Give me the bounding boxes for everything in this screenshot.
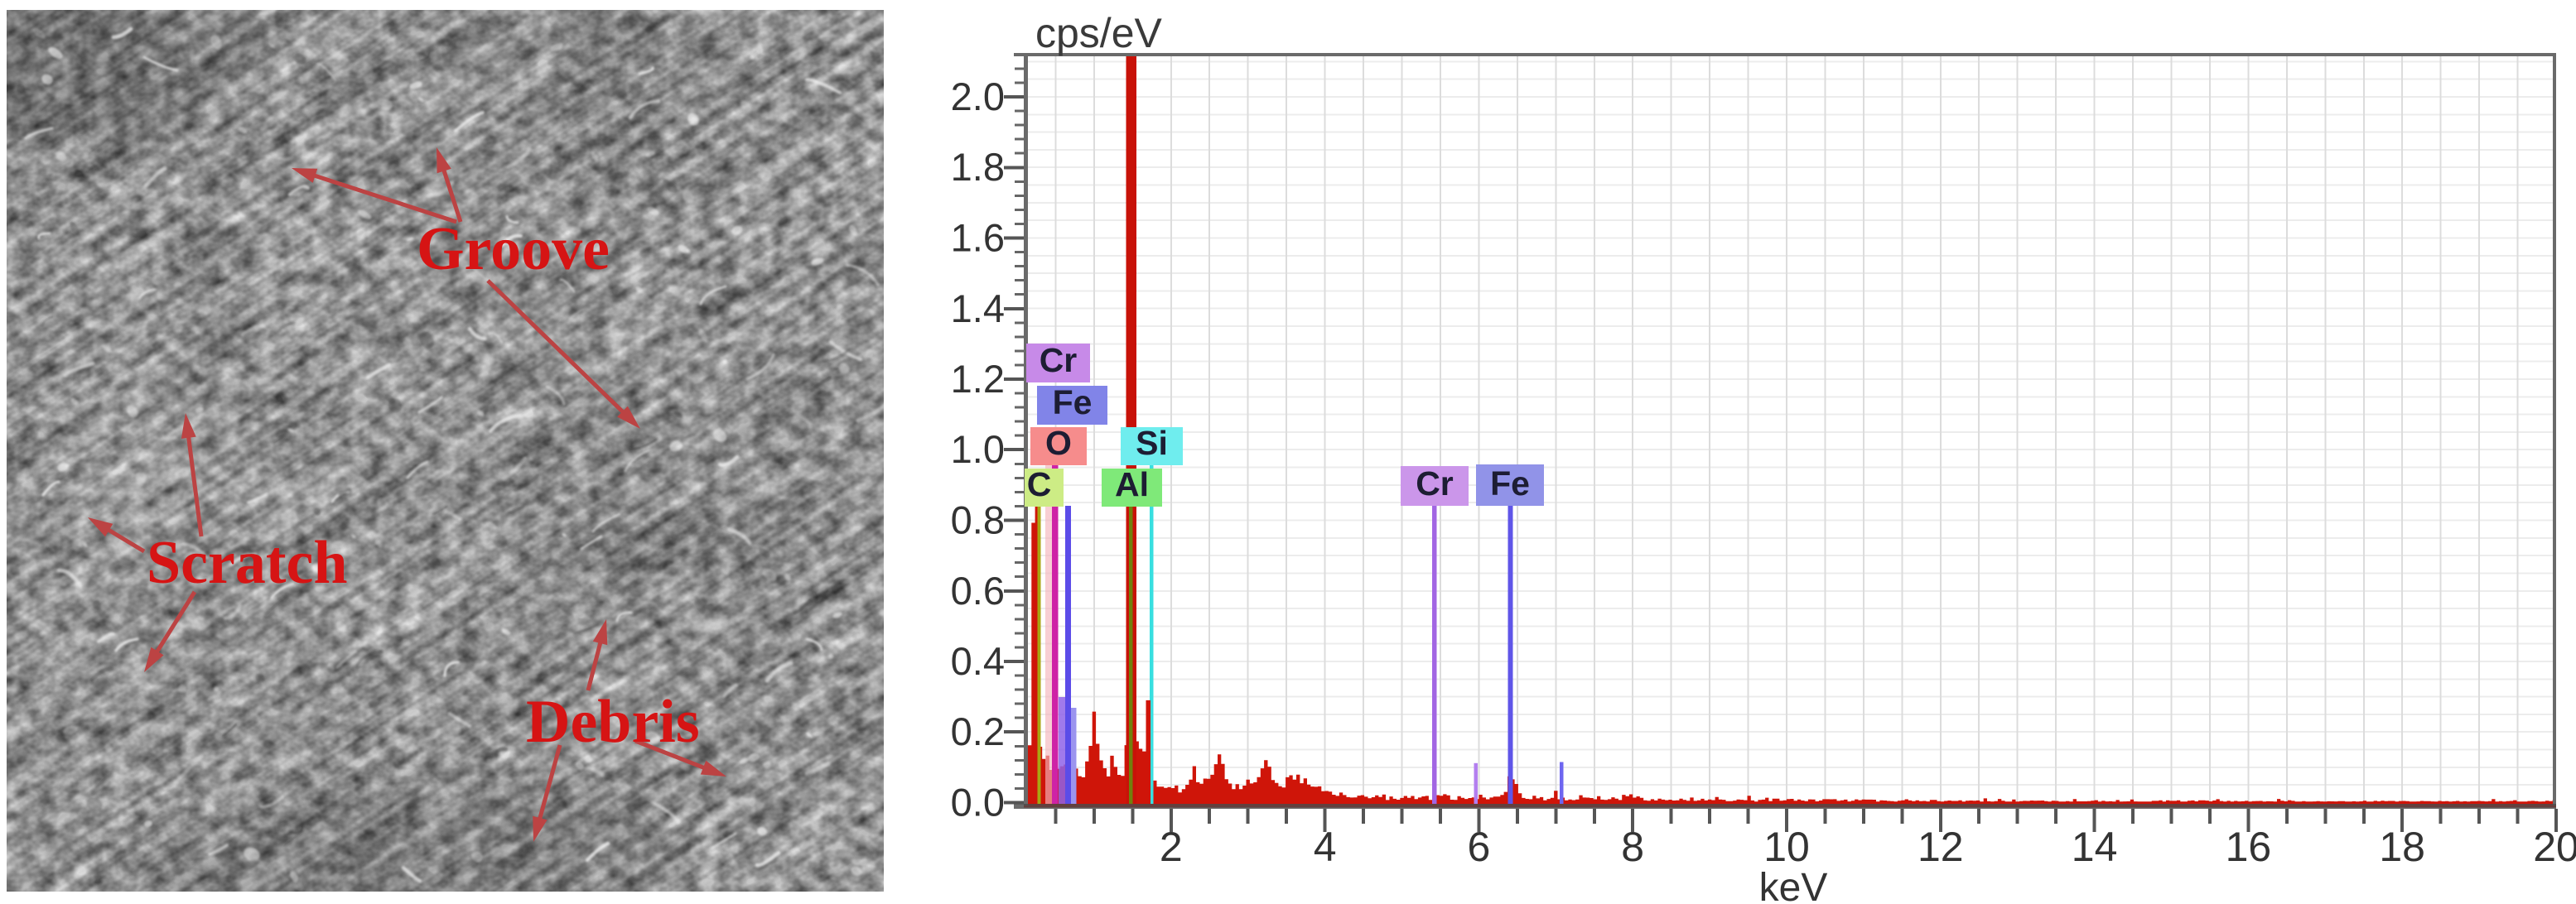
svg-text:O: O <box>1045 424 1072 462</box>
svg-text:0.0: 0.0 <box>951 781 1005 825</box>
svg-text:Cr: Cr <box>1040 341 1078 379</box>
svg-text:C: C <box>1027 465 1052 503</box>
svg-text:Cr: Cr <box>1416 464 1454 502</box>
svg-text:Groove: Groove <box>417 215 610 283</box>
svg-text:Fe: Fe <box>1053 383 1093 421</box>
svg-text:0.2: 0.2 <box>951 709 1005 753</box>
svg-text:6: 6 <box>1467 824 1490 870</box>
svg-text:Scratch: Scratch <box>147 529 348 597</box>
svg-text:Debris: Debris <box>526 688 700 756</box>
svg-text:4: 4 <box>1314 824 1337 870</box>
svg-text:0.8: 0.8 <box>951 498 1005 542</box>
svg-text:14: 14 <box>2072 824 2118 870</box>
svg-text:20: 20 <box>2533 824 2576 870</box>
svg-text:Al: Al <box>1115 465 1149 503</box>
svg-text:keV: keV <box>1759 866 1828 904</box>
svg-text:1.8: 1.8 <box>951 145 1005 189</box>
svg-text:8: 8 <box>1621 824 1644 870</box>
svg-text:16: 16 <box>2226 824 2272 870</box>
svg-text:1.4: 1.4 <box>951 286 1005 330</box>
svg-text:Fe: Fe <box>1490 464 1530 502</box>
svg-text:0.6: 0.6 <box>951 569 1005 613</box>
svg-text:2: 2 <box>1160 824 1183 870</box>
svg-text:2.0: 2.0 <box>951 75 1005 118</box>
svg-text:1.0: 1.0 <box>951 427 1005 471</box>
svg-text:18: 18 <box>2379 824 2425 870</box>
svg-text:12: 12 <box>1918 824 1964 870</box>
svg-text:cps/eV: cps/eV <box>1035 10 1163 56</box>
svg-text:0.4: 0.4 <box>951 639 1005 683</box>
svg-text:1.2: 1.2 <box>951 357 1005 401</box>
svg-text:10: 10 <box>1763 824 1810 870</box>
svg-text:1.6: 1.6 <box>951 216 1005 260</box>
svg-text:Si: Si <box>1136 424 1168 462</box>
